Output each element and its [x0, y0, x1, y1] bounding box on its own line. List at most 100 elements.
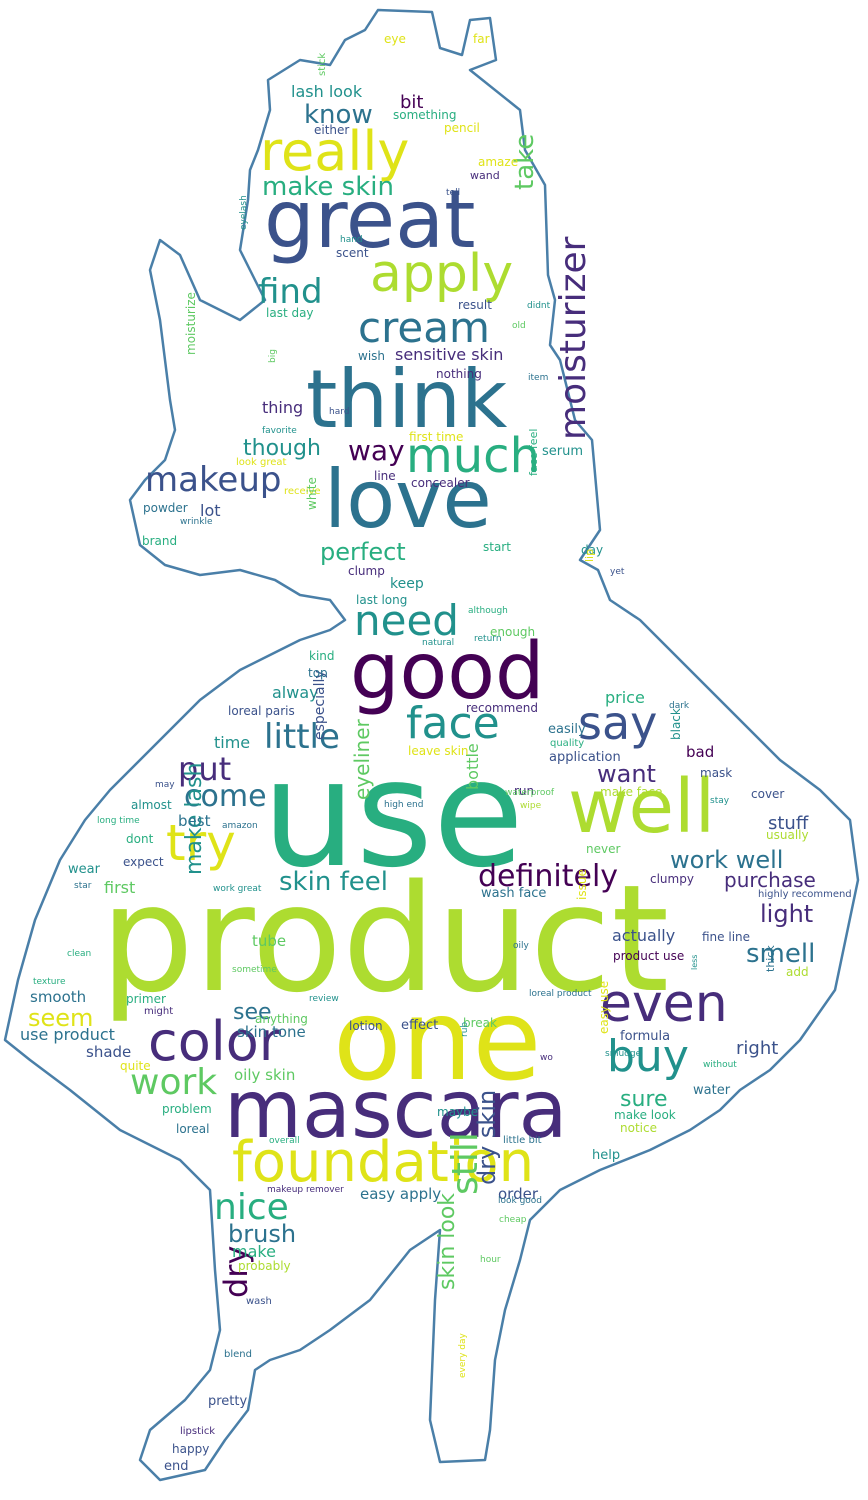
word-dark: dark: [669, 701, 690, 711]
word-really: really: [260, 120, 410, 183]
word-best: best: [178, 812, 211, 830]
word-pencil: pencil: [444, 121, 480, 135]
word-skin-look: skin look: [435, 1192, 460, 1290]
word-say: say: [578, 696, 658, 750]
word-star: star: [74, 881, 92, 891]
word-last-long: last long: [356, 593, 408, 607]
word-cover: cover: [751, 787, 785, 801]
word-wear: wear: [68, 862, 100, 877]
word-although: although: [468, 606, 508, 616]
word-shade: shade: [86, 1043, 132, 1061]
word-never: never: [586, 842, 621, 856]
word-product-use: product use: [613, 949, 685, 963]
word-thick: thick: [764, 945, 777, 972]
word-mask: mask: [700, 766, 733, 780]
word-day: day: [581, 543, 604, 557]
word-concealer: concealer: [411, 476, 470, 490]
word-loreal: loreal: [176, 1122, 210, 1136]
word-light: light: [760, 900, 814, 928]
word-brand: brand: [142, 534, 178, 548]
word-end: end: [164, 1459, 189, 1474]
word-kind: kind: [309, 649, 335, 663]
word-lot: lot: [200, 501, 221, 520]
word-hour: hour: [480, 1255, 501, 1265]
word-rub: rub: [460, 1021, 470, 1037]
word-clumpy: clumpy: [650, 872, 694, 886]
word-actually: actually: [612, 926, 676, 945]
word-problem: problem: [162, 1102, 212, 1116]
word-powder: powder: [143, 501, 188, 515]
word-issue: issue: [575, 869, 589, 900]
word-price: price: [605, 688, 645, 707]
word-color: color: [148, 1010, 281, 1073]
word-water: water: [693, 1083, 731, 1098]
word-dont: dont: [126, 832, 154, 846]
word-bit: bit: [400, 92, 424, 113]
word-last-day: last day: [266, 306, 314, 320]
word-little-bit: little bit: [503, 1135, 542, 1146]
word-less: less: [690, 954, 699, 970]
word-one: one: [333, 976, 542, 1106]
word-way: way: [348, 434, 405, 467]
word-probably: probably: [238, 1259, 291, 1273]
word-quality: quality: [550, 738, 585, 749]
word-work-well: work well: [670, 846, 784, 874]
word-skin-tone: skin tone: [237, 1023, 306, 1041]
word-leave-skin: leave skin: [408, 744, 469, 758]
word-use-product: use product: [20, 1025, 115, 1044]
word-long-time: long time: [97, 816, 140, 826]
word-cheap: cheap: [499, 1215, 527, 1225]
word-lipstick: lipstick: [180, 1426, 216, 1437]
word-eyelash: eyelash: [239, 195, 249, 230]
word-look-great: look great: [236, 457, 287, 468]
word-every-day: every day: [458, 1333, 468, 1378]
word-work-great: work great: [213, 884, 262, 894]
word-thing: thing: [262, 398, 304, 417]
word-wrinkle: wrinkle: [180, 517, 213, 527]
word-brush: brush: [228, 1220, 297, 1248]
word-add: add: [786, 965, 809, 979]
word-enough: enough: [490, 625, 536, 639]
word-alway: alway: [272, 683, 319, 702]
word-makeup: makeup: [145, 460, 282, 500]
word-texture: texture: [33, 977, 66, 987]
word-yet: yet: [610, 567, 625, 577]
word-old: old: [512, 321, 526, 331]
word-oily-skin: oily skin: [234, 1066, 296, 1084]
word-highly-recommend: highly recommend: [758, 889, 852, 900]
word-bad: bad: [686, 743, 715, 761]
word-without: without: [703, 1060, 737, 1070]
word-waterproof: waterproof: [505, 788, 555, 798]
word-receive: receive: [284, 486, 321, 497]
word-skin-feel: skin feel: [279, 867, 388, 897]
word-easy-use: easy use: [597, 980, 611, 1034]
word-clean: clean: [67, 949, 92, 959]
silhouette-path: [3, 8, 860, 1482]
word-oily: oily: [513, 941, 529, 951]
word-stick: stick: [317, 52, 328, 76]
word-pretty: pretty: [208, 1394, 248, 1409]
word-smooth: smooth: [30, 988, 87, 1006]
word-sure: sure: [620, 1087, 668, 1112]
word-foundation: foundation: [232, 1130, 535, 1195]
word-break: break: [463, 1016, 497, 1030]
word-find: find: [258, 272, 323, 312]
word-favorite: favorite: [262, 426, 297, 436]
word-great: great: [264, 173, 476, 266]
word-lash-look: lash look: [291, 82, 363, 101]
word-use: use: [262, 728, 524, 900]
word-overall: overall: [269, 1136, 300, 1146]
word-anything: anything: [255, 1012, 308, 1026]
word-may: may: [155, 780, 175, 790]
word-make-face: make face: [600, 785, 663, 799]
word-might: might: [144, 1006, 174, 1017]
word-buy: buy: [607, 1031, 689, 1082]
word-tell: tell: [446, 188, 461, 198]
word-put: put: [178, 750, 232, 788]
word-definitely: definitely: [478, 859, 619, 894]
word-think: think: [306, 353, 508, 446]
word-make-skin: make skin: [262, 172, 394, 202]
word-apply: apply: [370, 244, 514, 304]
word-start: start: [483, 540, 511, 554]
word-top: top: [308, 666, 328, 680]
